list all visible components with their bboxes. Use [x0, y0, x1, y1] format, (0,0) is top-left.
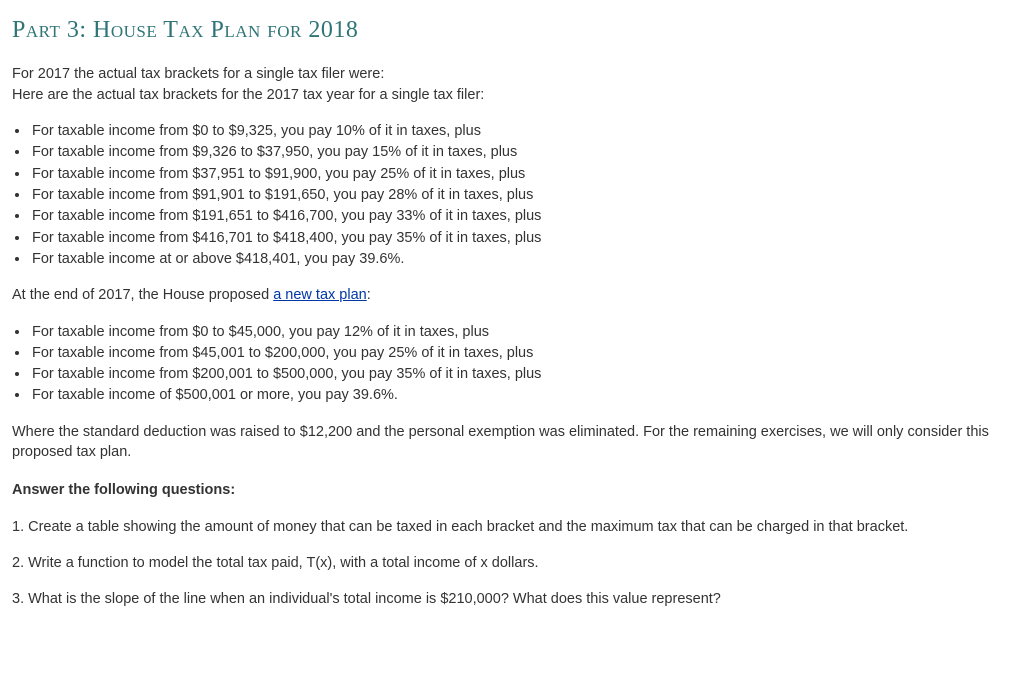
intro-line-1: For 2017 the actual tax brackets for a s… [12, 64, 1012, 84]
list-item: For taxable income of $500,001 or more, … [30, 385, 1012, 405]
brackets-2018-list: For taxable income from $0 to $45,000, y… [12, 322, 1012, 406]
list-item: For taxable income from $0 to $9,325, yo… [30, 121, 1012, 141]
deduction-note: Where the standard deduction was raised … [12, 422, 1012, 463]
question-1: 1. Create a table showing the amount of … [12, 517, 1012, 537]
list-item: For taxable income from $416,701 to $418… [30, 228, 1012, 248]
list-item: For taxable income from $0 to $45,000, y… [30, 322, 1012, 342]
list-item: For taxable income from $200,001 to $500… [30, 364, 1012, 384]
new-tax-plan-link[interactable]: a new tax plan [273, 287, 367, 303]
question-3: 3. What is the slope of the line when an… [12, 589, 1012, 609]
answer-heading: Answer the following questions: [12, 480, 1012, 500]
list-item: For taxable income from $9,326 to $37,95… [30, 142, 1012, 162]
section-heading: Part 3: House Tax Plan for 2018 [12, 14, 1012, 48]
list-item: For taxable income from $191,651 to $416… [30, 206, 1012, 226]
proposed-intro-prefix: At the end of 2017, the House proposed [12, 287, 273, 303]
brackets-2017-list: For taxable income from $0 to $9,325, yo… [12, 121, 1012, 269]
intro-line-2: Here are the actual tax brackets for the… [12, 85, 1012, 105]
proposed-intro: At the end of 2017, the House proposed a… [12, 285, 1012, 305]
proposed-intro-suffix: : [367, 287, 371, 303]
list-item: For taxable income at or above $418,401,… [30, 249, 1012, 269]
list-item: For taxable income from $45,001 to $200,… [30, 343, 1012, 363]
question-2: 2. Write a function to model the total t… [12, 553, 1012, 573]
list-item: For taxable income from $91,901 to $191,… [30, 185, 1012, 205]
list-item: For taxable income from $37,951 to $91,9… [30, 164, 1012, 184]
